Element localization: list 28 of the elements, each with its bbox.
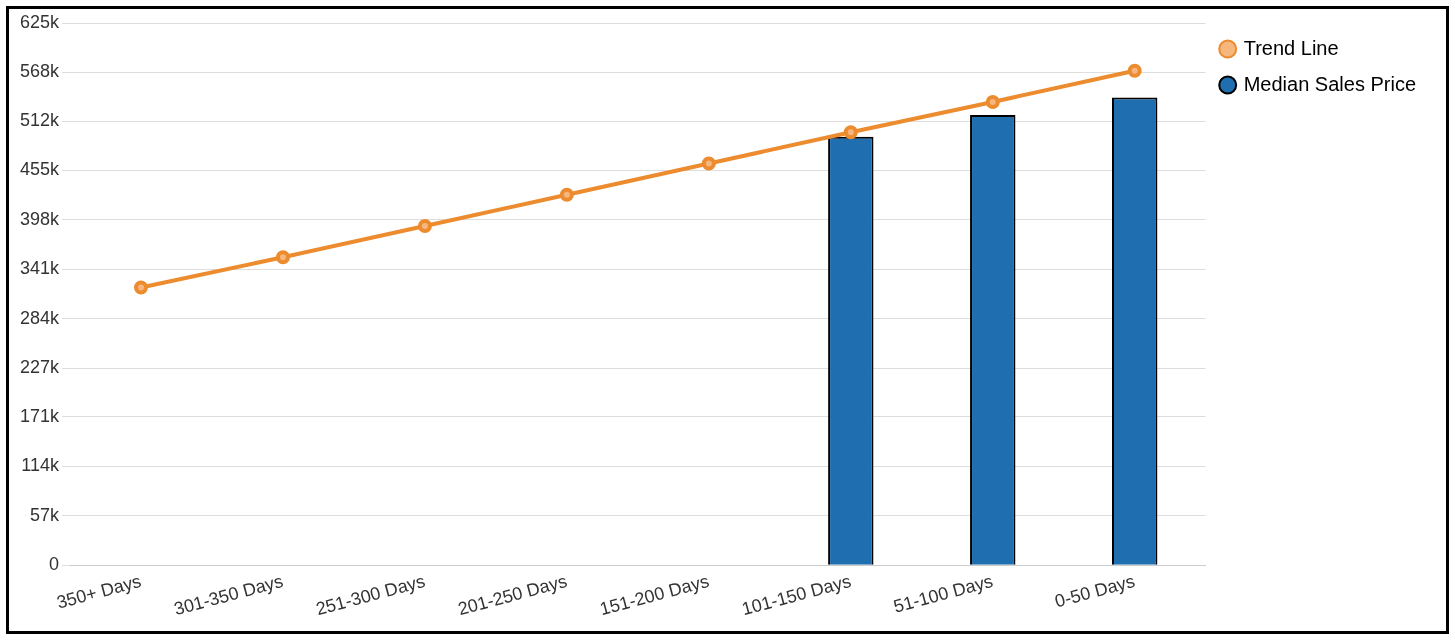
legend-label: Median Sales Price xyxy=(1243,72,1417,95)
point xyxy=(275,250,290,265)
x-tick-label: 201-250 Days xyxy=(455,570,570,620)
x-tick-label: 251-300 Days xyxy=(313,570,428,620)
y-tick-label: 625k xyxy=(19,11,61,32)
y-tick-label: 284k xyxy=(19,307,61,328)
y-tick-label: 512k xyxy=(19,109,61,130)
point xyxy=(701,156,716,171)
point xyxy=(559,187,574,202)
y-tick-label: 57k xyxy=(30,504,61,525)
y-tick-label: 455k xyxy=(19,159,61,180)
x-tick-label: 0-50 Days xyxy=(1052,570,1138,612)
x-tick-label: 51-100 Days xyxy=(891,570,996,617)
x-tick-label: 301-350 Days xyxy=(171,570,286,620)
point xyxy=(843,125,858,140)
y-tick-label: 114k xyxy=(21,455,61,476)
x-tick-label: 151-200 Days xyxy=(597,570,712,620)
point xyxy=(985,94,1000,109)
y-tick-label: 341k xyxy=(19,258,61,279)
point xyxy=(1127,63,1142,78)
point xyxy=(417,218,432,233)
point xyxy=(134,280,149,295)
y-tick-label: 227k xyxy=(19,357,61,378)
y-tick-label: 398k xyxy=(19,208,61,229)
legend-label: Trend Line xyxy=(1243,36,1339,59)
x-tick-label: 101-150 Days xyxy=(739,570,854,620)
y-tick-label: 171k xyxy=(19,405,61,426)
y-tick-label: 568k xyxy=(19,61,61,82)
